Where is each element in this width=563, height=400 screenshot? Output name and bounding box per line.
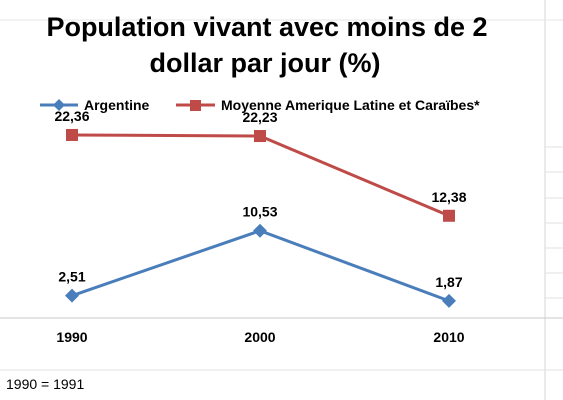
legend-marker-argentine — [53, 99, 65, 111]
legend-label-amerique-latine: Moyenne Amerique Latine et Caraïbes* — [221, 97, 480, 113]
data-label-amerique-latine-2010: 12,38 — [431, 189, 466, 205]
data-point-argentine-2000 — [253, 223, 267, 238]
x-tick-label-1990: 1990 — [56, 329, 87, 345]
data-point-argentine-1990 — [65, 288, 79, 303]
data-label-argentine-1990: 2,51 — [58, 269, 85, 285]
data-label-argentine-2010: 1,87 — [435, 274, 462, 290]
series-line-argentine — [71, 229, 450, 303]
data-point-amerique-latine-2010 — [443, 209, 455, 222]
data-point-argentine-2010 — [442, 293, 456, 308]
data-point-amerique-latine-2000 — [254, 130, 266, 143]
data-point-amerique-latine-1990 — [66, 128, 78, 141]
plot-area: 2,51 10,53 1,87 22,36 22,23 12,38 — [54, 108, 467, 308]
footnote: 1990 = 1991 — [6, 376, 85, 392]
legend-marker-amerique-latine — [190, 100, 201, 111]
x-tick-label-2000: 2000 — [244, 329, 275, 345]
chart-title-line-1: Population vivant avec moins de 2 — [46, 12, 487, 42]
legend: Argentine Moyenne Amerique Latine et Car… — [40, 97, 480, 113]
x-tick-label-2010: 2010 — [433, 329, 464, 345]
legend-label-argentine: Argentine — [84, 97, 150, 113]
x-axis: 1990 2000 2010 — [56, 329, 464, 345]
chart-title: Population vivant avec moins de 2 dollar… — [46, 12, 487, 78]
data-label-amerique-latine-1990: 22,36 — [54, 108, 89, 124]
data-label-amerique-latine-2000: 22,23 — [242, 109, 277, 125]
chart-title-line-2: dollar par jour (%) — [149, 48, 380, 78]
data-label-argentine-2000: 10,53 — [242, 204, 277, 220]
